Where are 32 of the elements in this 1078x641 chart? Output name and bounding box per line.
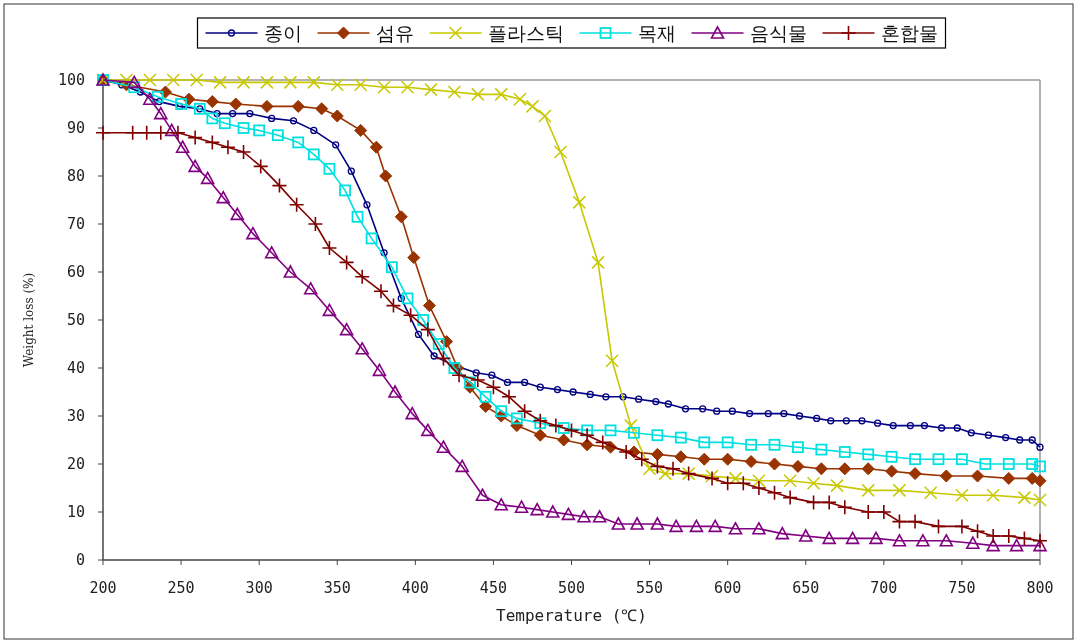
legend-label: 음식물 [749,22,807,44]
y-tick-label: 20 [66,455,85,473]
y-tick-label: 40 [66,359,85,377]
y-tick-label: 90 [66,119,85,137]
y-tick-label: 80 [66,167,85,185]
ylabel: Weight loss (%) [22,272,36,368]
x-tick-label: 650 [792,579,820,597]
legend-label: 플라스틱 [487,22,564,44]
y-tick-label: 70 [66,215,85,233]
x-tick-label: 300 [245,579,273,597]
x-tick-label: 250 [167,579,195,597]
legend-label: 섬유 [375,22,414,44]
y-tick-label: 50 [66,311,85,329]
y-tick-label: 0 [75,551,85,569]
x-tick-label: 800 [1026,579,1054,597]
x-tick-label: 200 [89,579,117,597]
y-tick-label: 60 [66,263,85,281]
y-tick-label: 30 [66,407,85,425]
xlabel: Temperature (℃) [496,606,647,625]
x-tick-label: 550 [636,579,664,597]
legend-label: 종이 [263,22,302,44]
x-tick-label: 700 [870,579,898,597]
x-tick-label: 750 [948,579,976,597]
x-tick-label: 600 [714,579,742,597]
x-tick-label: 500 [557,579,586,597]
legend-label: 목재 [637,22,676,44]
y-tick-label: 10 [66,503,85,521]
legend-label: 혼합물 [880,22,938,44]
x-tick-label: 450 [479,579,507,597]
x-tick-label: 400 [401,579,429,597]
y-tick-label: 100 [57,71,85,89]
x-tick-label: 350 [323,579,351,597]
